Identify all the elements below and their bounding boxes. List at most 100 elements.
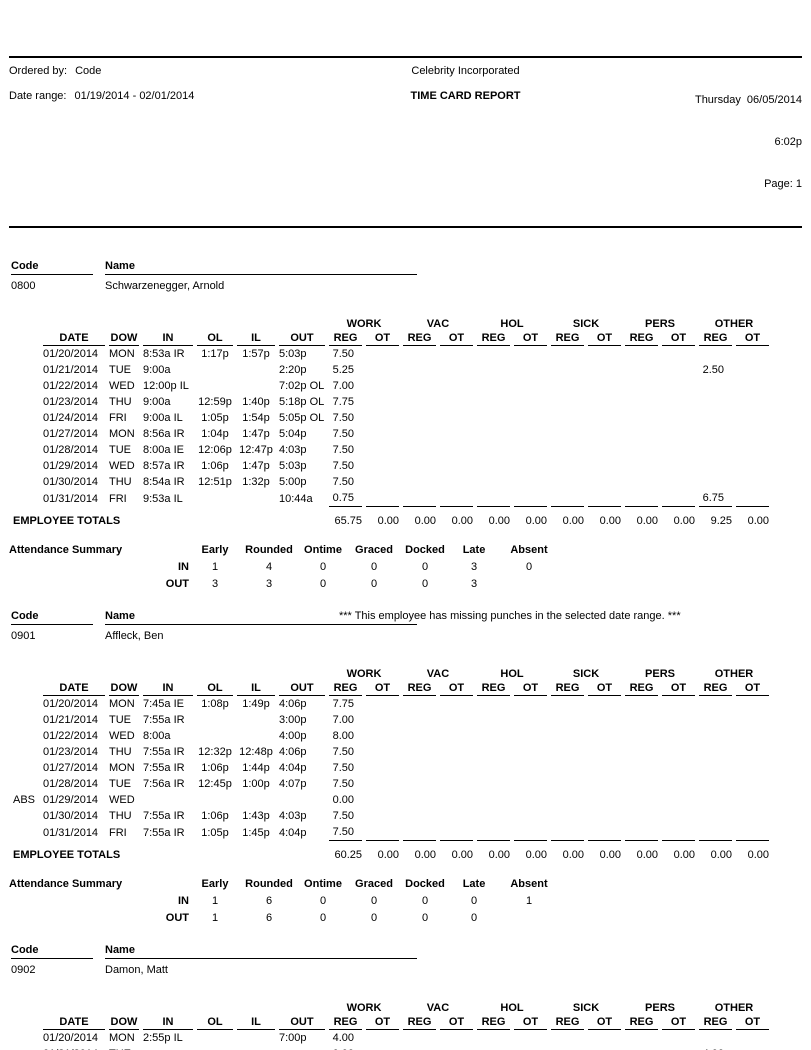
cell: 0.00 [636, 849, 658, 861]
group-work: WORK [346, 668, 382, 680]
cell-ol [197, 378, 233, 394]
cell: Graced [355, 877, 393, 890]
cell-dow: MON [109, 762, 135, 774]
cell-ol: 1:06p [201, 460, 229, 472]
cell-num [662, 808, 695, 824]
cell-dow: MON [109, 698, 135, 710]
cell-dow: THU [109, 810, 132, 822]
punch-row: 01/31/2014 FRI 9:53a IL 10:44a 0.75 6.75 [13, 490, 769, 507]
col-pers-ot: OT [662, 1014, 695, 1030]
col-other-reg: REG [699, 680, 732, 696]
cell-num [403, 728, 436, 744]
code-label: Code [11, 944, 93, 959]
cell-out: 3:00p [279, 714, 307, 726]
cell [497, 909, 561, 926]
cell-num [403, 426, 436, 442]
punch-row: 01/22/2014 WED 8:00a 4:00p 8.00 [13, 728, 769, 744]
cell-num [662, 394, 695, 410]
cell-num [477, 442, 510, 458]
employee-totals-row: EMPLOYEE TOTALS 65.75 0.00 0.00 0.00 0.00 0.0… [13, 507, 769, 529]
punch-row: 01/30/2014 THU 7:55a IR 1:06p 1:43p 4:03p 7.50 [13, 808, 769, 824]
cell-dow: MON [109, 348, 135, 360]
group-hol: HOL [500, 668, 524, 680]
column-header-row: DATE DOW IN OL IL OUT REG OT REG OT REG … [13, 1014, 769, 1030]
col-sick-reg: REG [551, 1014, 584, 1030]
cell-num [551, 458, 584, 474]
cell-num [625, 776, 658, 792]
cell-abs [13, 728, 39, 744]
cell: 3 [470, 560, 478, 573]
cell-in: 9:53a IL [143, 492, 183, 505]
col-other-ot: OT [736, 1014, 769, 1030]
cell-num [662, 410, 695, 426]
cell: Late [462, 877, 486, 890]
cell-abs [13, 362, 39, 378]
attendance-out-label: OUT [165, 911, 189, 924]
date-range-label: Date range: [9, 90, 67, 102]
cell-num [366, 458, 399, 474]
cell-num [440, 490, 473, 507]
cell-in [143, 1046, 193, 1050]
col-vac-reg: REG [403, 330, 436, 346]
cell-num: 7.75 [332, 698, 354, 710]
cell-date: 01/31/2014 [43, 492, 99, 505]
cell: 0.00 [673, 849, 695, 861]
cell-il [237, 362, 275, 378]
cell-num [440, 696, 473, 712]
cell: 3 [265, 577, 273, 590]
cell: 0.00 [451, 849, 473, 861]
cell: Absent [510, 877, 548, 890]
employee-header: Code Name 0800 Schwarzenegger, Arnold [11, 260, 802, 292]
cell-num [403, 458, 436, 474]
cell-num [588, 490, 621, 507]
cell-num [699, 760, 732, 776]
cell-ol: 12:45p [198, 778, 232, 790]
cell: Rounded [245, 877, 293, 890]
attendance-in-row: IN 1 6 0 0 0 0 1 [9, 892, 561, 909]
cell-num [514, 776, 547, 792]
cell-il: 1:32p [242, 476, 270, 488]
col-ol: OL [197, 1014, 233, 1030]
code-label: Code [11, 260, 93, 275]
group-work: WORK [346, 318, 382, 330]
cell-dow: TUE [109, 1046, 139, 1050]
group-pers: PERS [645, 1002, 675, 1014]
cell-out: 5:04p [279, 428, 307, 440]
cell-abs [13, 442, 39, 458]
top-rule [9, 56, 802, 58]
cell-dow: TUE [109, 364, 131, 376]
cell-num: 7.50 [329, 824, 362, 841]
col-ol: OL [197, 680, 233, 696]
cell-num [625, 442, 658, 458]
cell-num [514, 474, 547, 490]
cell-num: 7.50 [332, 746, 354, 758]
col-hol-ot: OT [514, 1014, 547, 1030]
cell-num [440, 362, 473, 378]
cell: 0.00 [451, 515, 473, 527]
cell-num: 0.00 [332, 794, 354, 806]
cell-num [551, 1046, 584, 1050]
cell-num [477, 362, 510, 378]
cell-num [514, 808, 547, 824]
employee-section-0800: Code Name 0800 Schwarzenegger, Arnold WO… [9, 260, 802, 592]
punch-row: ABS 01/29/2014 WED 0.00 [13, 792, 769, 808]
cell-num: 5.25 [332, 364, 354, 376]
col-work-ot: OT [366, 1014, 399, 1030]
cell: 3 [211, 577, 219, 590]
cell-abs [13, 410, 39, 426]
cell-num [366, 474, 399, 490]
cell-num [551, 776, 584, 792]
col-work-ot: OT [366, 680, 399, 696]
cell-num [514, 458, 547, 474]
cell-ol [197, 728, 233, 744]
cell: 0.00 [414, 515, 436, 527]
cell-num [514, 362, 547, 378]
cell: 0.00 [488, 515, 510, 527]
col-hol-reg: REG [477, 330, 510, 346]
group-header-row: WORK VAC HOL SICK PERS OTHER [13, 318, 769, 330]
col-dow: DOW [109, 332, 139, 346]
cell-num [551, 426, 584, 442]
col-vac-ot: OT [440, 680, 473, 696]
cell-num [699, 824, 732, 841]
cell-abs [13, 426, 39, 442]
